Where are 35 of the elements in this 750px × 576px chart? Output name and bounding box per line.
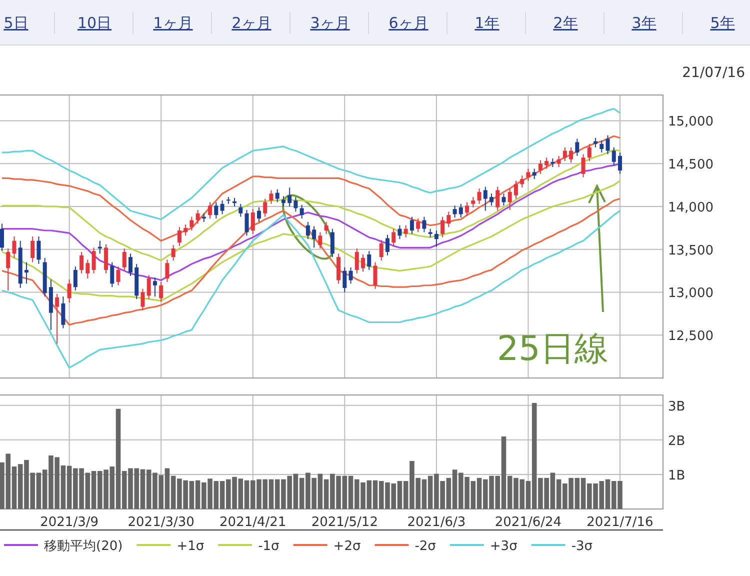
- y-tick-label: 3B: [668, 399, 686, 414]
- text: 21/07/16: [682, 65, 746, 81]
- y-tick-label: 13,000: [668, 286, 714, 302]
- text: 1ヶ月: [153, 14, 193, 32]
- text: 3年: [632, 14, 656, 32]
- x-tick-label: 2021/6/3: [407, 515, 466, 530]
- text: 5年: [710, 14, 735, 32]
- text: 10日: [77, 14, 112, 32]
- y-tick-label: 1B: [668, 468, 686, 484]
- legend-label: +3σ: [490, 539, 518, 554]
- legend-label: -2σ: [414, 539, 436, 554]
- legend-label: -1σ: [258, 539, 280, 554]
- y-tick-label: 13,500: [668, 243, 714, 258]
- text: 1年: [474, 14, 500, 32]
- y-tick-label: 14,500: [668, 158, 714, 173]
- text: 5日: [4, 14, 28, 32]
- y-tick-label: 15,000: [668, 114, 714, 130]
- text: 6ヶ月: [388, 14, 428, 32]
- text: 3ヶ月: [310, 14, 350, 32]
- x-tick-label: 2021/6/24: [494, 515, 562, 530]
- legend-label: -3σ: [571, 539, 593, 554]
- x-tick-label: 2021/7/16: [586, 515, 654, 530]
- text: 2ヶ月: [232, 14, 272, 32]
- y-tick-label: 2B: [668, 434, 686, 449]
- x-tick-label: 2021/3/9: [40, 515, 98, 530]
- text: 2年: [553, 14, 578, 32]
- x-tick-label: 2021/3/30: [128, 515, 194, 530]
- y-tick-label: 14,000: [668, 200, 714, 216]
- legend-label: +2σ: [333, 539, 361, 554]
- y-tick-label: 12,500: [668, 329, 714, 344]
- annotation: 25日線: [497, 329, 608, 369]
- legend-label: +1σ: [176, 539, 204, 554]
- x-tick-label: 2021/4/21: [220, 515, 286, 530]
- x-tick-label: 2021/5/12: [311, 515, 378, 530]
- legend-label: 移動平均(20): [44, 539, 123, 554]
